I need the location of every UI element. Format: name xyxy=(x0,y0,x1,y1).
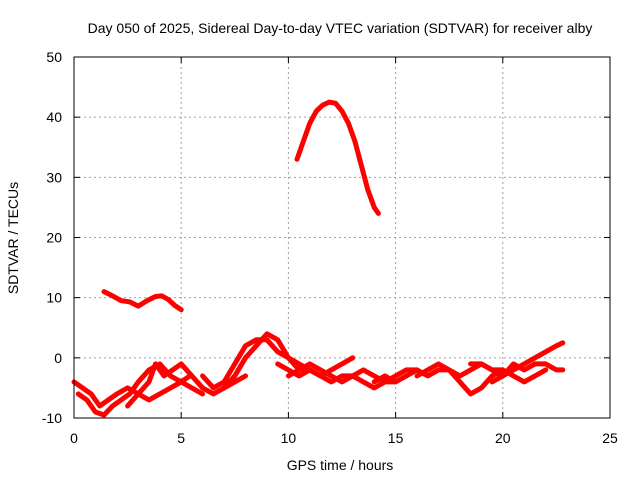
ticks: 0 5 10 15 20 25 -10 0 10 20 30 40 50 xyxy=(42,49,618,446)
x-tick-label: 15 xyxy=(388,430,404,446)
y-tick-label: 20 xyxy=(46,230,62,246)
y-axis-label: SDTVAR / TECUs xyxy=(5,182,21,294)
series-arc-g xyxy=(285,361,420,385)
series-group xyxy=(71,99,566,418)
grid xyxy=(74,57,610,418)
x-tick-label: 5 xyxy=(177,430,185,446)
series-arc-e xyxy=(221,331,356,391)
x-tick-label: 25 xyxy=(602,430,618,446)
series-arc-high xyxy=(294,99,381,216)
series-arc-k xyxy=(489,361,566,385)
series-arc-a xyxy=(71,373,193,409)
y-tick-label: 40 xyxy=(46,109,62,125)
x-tick-label: 10 xyxy=(281,430,297,446)
y-tick-label: 50 xyxy=(46,49,62,65)
y-tick-label: 10 xyxy=(46,290,62,306)
y-tick-label: 30 xyxy=(46,169,62,185)
y-tick-label: -10 xyxy=(42,410,62,426)
series-arc-mid xyxy=(101,289,184,313)
series-arc-b xyxy=(75,361,206,418)
y-tick-label: 0 xyxy=(54,350,62,366)
x-axis-label: GPS time / hours xyxy=(287,457,394,473)
chart-title: Day 050 of 2025, Sidereal Day-to-day VTE… xyxy=(88,20,593,36)
series-arc-i xyxy=(414,361,549,397)
x-tick-label: 0 xyxy=(70,430,78,446)
x-tick-label: 20 xyxy=(495,430,511,446)
